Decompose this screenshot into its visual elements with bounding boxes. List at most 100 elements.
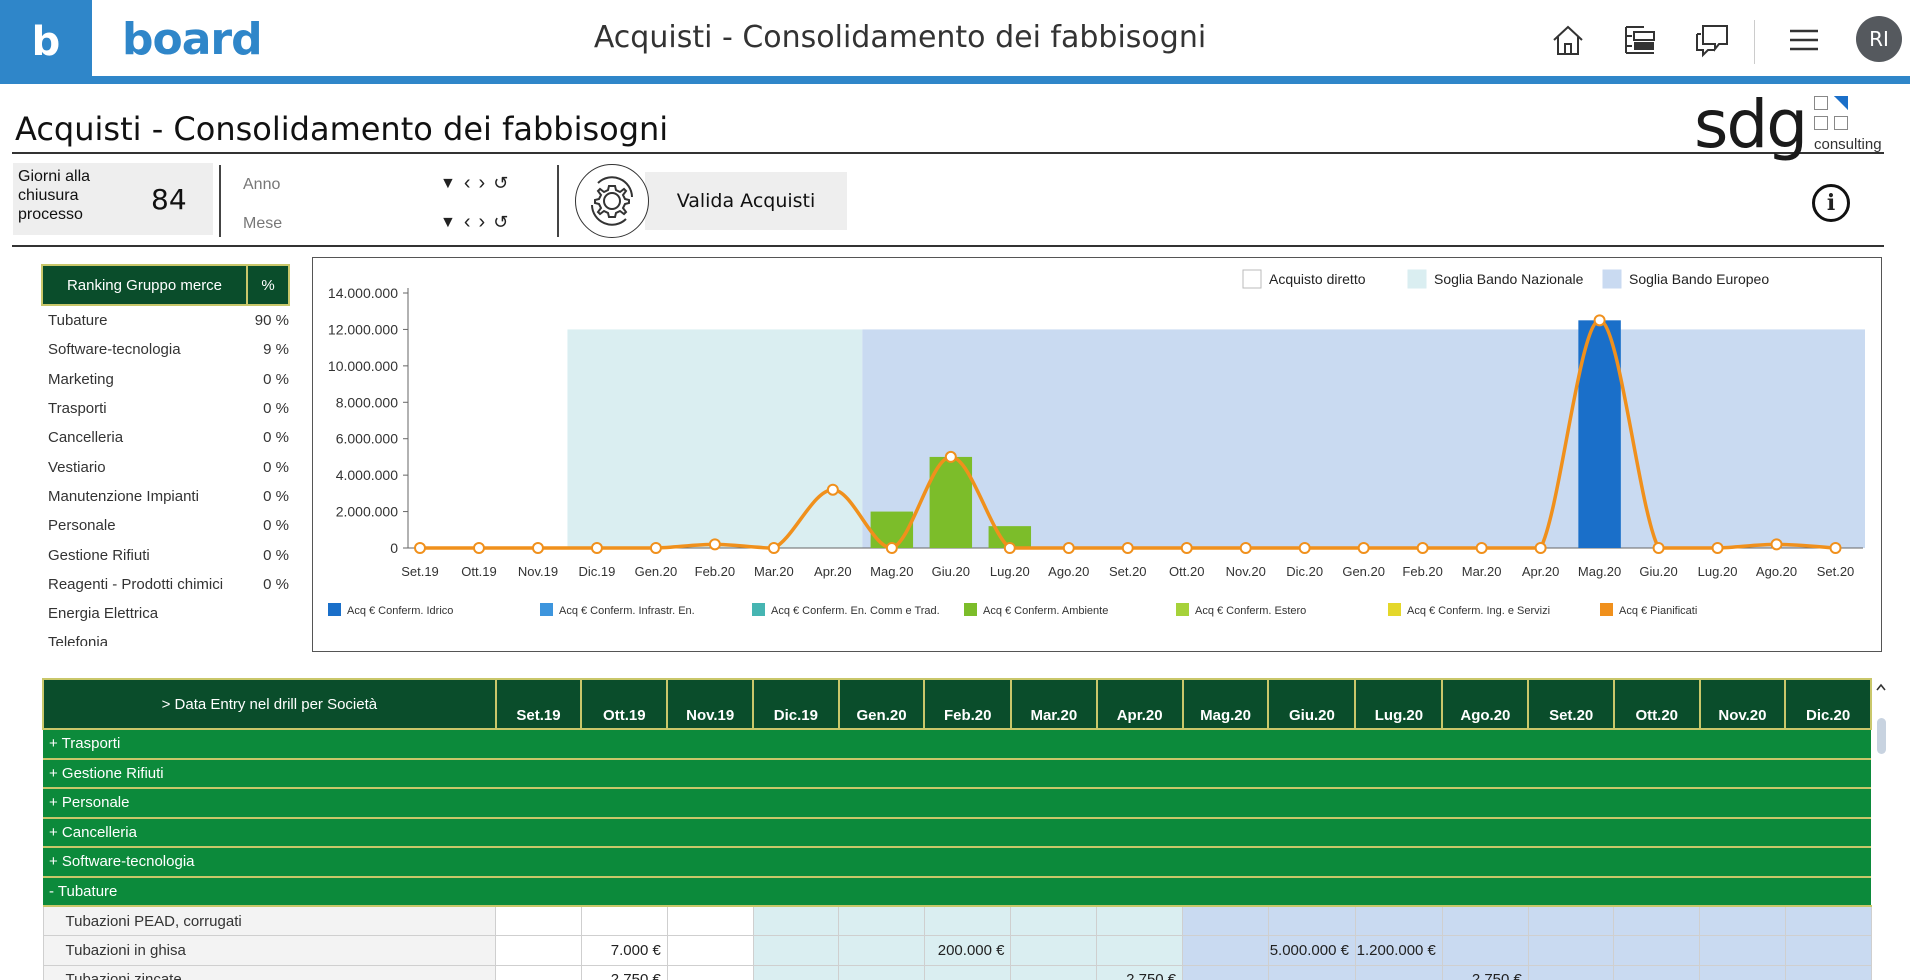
grid-cell[interactable] (1182, 964, 1269, 980)
mese-select-label[interactable]: Mese (243, 215, 283, 232)
grid-cell[interactable] (923, 964, 1012, 980)
grid-cell[interactable] (1182, 935, 1269, 966)
chevron-left-icon[interactable]: ‹ (463, 211, 471, 233)
grid-cell[interactable] (495, 935, 582, 966)
chevron-right-icon[interactable]: › (478, 211, 486, 233)
grid-group-row[interactable]: - Tubature (43, 876, 1871, 907)
ranking-row[interactable]: Tubature 90 % (41, 306, 291, 335)
grid-cell[interactable] (1010, 905, 1098, 936)
grid-group-row[interactable]: + Personale (43, 788, 1871, 819)
grid-cell[interactable] (580, 905, 668, 936)
grid-cell[interactable]: 2.750 € (1096, 964, 1184, 980)
reset-icon[interactable]: ↺ (493, 173, 509, 193)
grid-cell[interactable] (666, 905, 754, 936)
grid-cell[interactable] (1096, 935, 1184, 966)
grid-cell[interactable] (752, 964, 840, 980)
ranking-row[interactable]: Personale 0 % (41, 511, 291, 540)
chevron-right-icon[interactable]: › (478, 172, 486, 194)
ranking-row[interactable]: Cancelleria 0 % (41, 423, 291, 452)
app-menu-button[interactable]: b (0, 0, 92, 84)
ranking-row[interactable]: Reagenti - Prodotti chimici 0 % (41, 570, 291, 599)
grid-cell[interactable] (752, 935, 840, 966)
grid-cell[interactable] (1699, 905, 1786, 936)
grid-cell[interactable] (1267, 964, 1356, 980)
grid-cell[interactable] (838, 964, 925, 980)
grid-cell[interactable] (838, 935, 925, 966)
grid-cell[interactable] (1010, 935, 1098, 966)
grid-cell[interactable] (1613, 964, 1701, 980)
grid-cell[interactable] (1613, 935, 1701, 966)
grid-group-label[interactable]: + Personale (43, 788, 497, 819)
ranking-row[interactable]: Energia Elettrica (41, 599, 291, 628)
grid-cell[interactable] (1527, 964, 1615, 980)
hamburger-menu-icon[interactable] (1784, 20, 1824, 60)
grid-cell[interactable] (1784, 964, 1872, 980)
valida-acquisti-button[interactable]: Valida Acquisti (645, 172, 847, 230)
grid-cell[interactable] (1784, 905, 1872, 936)
ranking-row[interactable]: Telefonia (41, 628, 291, 646)
grid-group-label[interactable]: + Trasporti (43, 729, 497, 760)
ranking-row[interactable]: Software-tecnologia 9 % (41, 335, 291, 364)
grid-cell[interactable] (666, 935, 754, 966)
grid-cell[interactable]: 1.200.000 € (1354, 935, 1443, 966)
grid-cell[interactable] (923, 905, 1012, 936)
grid-group-label[interactable]: - Tubature (43, 876, 497, 907)
grid-cell[interactable]: 5.000.000 € (1267, 935, 1356, 966)
grid-cell[interactable] (1699, 964, 1786, 980)
anno-select-label[interactable]: Anno (243, 176, 281, 193)
grid-cell[interactable] (1784, 935, 1872, 966)
grid-group-label[interactable]: + Cancelleria (43, 817, 497, 848)
dropdown-icon[interactable]: ▼ (440, 213, 456, 231)
days-label: Giorni alla chiusura processo (18, 168, 91, 223)
grid-group-row[interactable]: + Software-tecnologia (43, 847, 1871, 878)
ranking-row[interactable]: Trasporti 0 % (41, 394, 291, 423)
grid-cell[interactable] (1527, 935, 1615, 966)
navigation-tree-icon[interactable] (1620, 20, 1660, 60)
grid-cell[interactable] (1267, 905, 1356, 936)
grid-cell[interactable] (838, 905, 925, 936)
grid-cell[interactable] (666, 964, 754, 980)
chevron-left-icon[interactable]: ‹ (463, 172, 471, 194)
ranking-row[interactable]: Gestione Rifiuti 0 % (41, 540, 291, 569)
grid-group-label[interactable]: + Software-tecnologia (43, 847, 497, 878)
reset-icon[interactable]: ↺ (493, 212, 509, 232)
ranking-header-label[interactable]: Ranking Gruppo merce (43, 266, 248, 304)
grid-cell[interactable] (495, 905, 582, 936)
line-point (414, 542, 426, 554)
grid-cell[interactable]: 2.750 € (580, 964, 668, 980)
info-icon[interactable]: i (1812, 184, 1850, 222)
grid-cell[interactable] (1354, 905, 1443, 936)
grid-group-row[interactable]: + Trasporti (43, 729, 1871, 760)
grid-cell[interactable] (1182, 905, 1269, 936)
grid-group-label[interactable]: + Gestione Rifiuti (43, 758, 497, 789)
ranking-row[interactable]: Marketing 0 % (41, 365, 291, 394)
grid-cell[interactable] (1441, 905, 1529, 936)
line-point (1652, 542, 1665, 554)
home-icon[interactable] (1548, 20, 1588, 60)
comments-icon[interactable] (1692, 20, 1732, 60)
ranking-row[interactable]: Manutenzione Impianti 0 % (41, 482, 291, 511)
grid-cell[interactable]: 7.000 € (580, 935, 668, 966)
gear-refresh-icon[interactable] (575, 164, 649, 238)
grid-cell[interactable] (752, 905, 840, 936)
grid-group-row[interactable]: + Gestione Rifiuti (43, 758, 1871, 789)
grid-cell[interactable] (1096, 905, 1184, 936)
grid-scrollbar[interactable] (1874, 680, 1888, 980)
grid-cell[interactable]: 2.750 € (1441, 964, 1529, 980)
grid-cell[interactable] (1010, 964, 1098, 980)
grid-scrollbar-thumb[interactable] (1877, 718, 1886, 754)
grid-cell[interactable] (1354, 964, 1443, 980)
filter-separator (557, 165, 559, 237)
grid-drill-header[interactable]: > Data Entry nel drill per Società (42, 678, 497, 730)
grid-cell[interactable] (1527, 905, 1615, 936)
ranking-header-pct[interactable]: % (261, 276, 275, 294)
grid-group-row[interactable]: + Cancelleria (43, 817, 1871, 848)
grid-cell[interactable] (1699, 935, 1786, 966)
dropdown-icon[interactable]: ▼ (440, 174, 456, 192)
grid-cell[interactable] (1441, 935, 1529, 966)
grid-cell[interactable] (495, 964, 582, 980)
grid-cell[interactable]: 200.000 € (923, 935, 1012, 966)
ranking-row[interactable]: Vestiario 0 % (41, 452, 291, 481)
user-avatar[interactable]: RI (1856, 16, 1902, 62)
grid-cell[interactable] (1613, 905, 1701, 936)
